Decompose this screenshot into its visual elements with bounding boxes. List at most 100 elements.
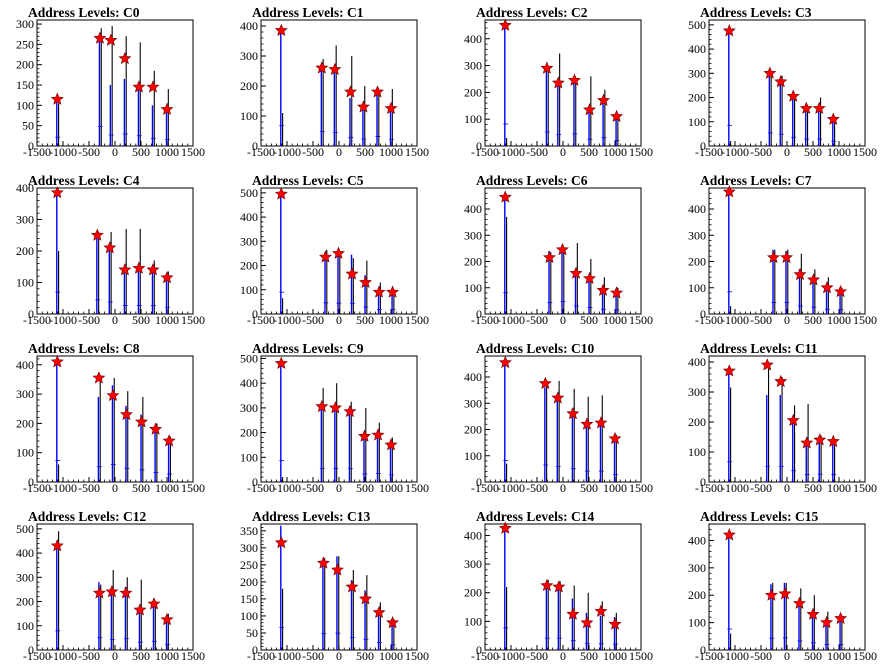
plot-frame [260, 355, 418, 483]
x-tick-label: 0 [336, 145, 342, 159]
x-tick-label: 500 [580, 649, 598, 663]
peak-star-marker [580, 417, 594, 430]
x-tick-label: -500 [750, 649, 772, 663]
peak-star-marker [103, 241, 117, 254]
peak-star-marker [774, 75, 788, 88]
peak-star-marker [274, 535, 288, 549]
x-tick-label: -1000 [49, 145, 77, 159]
y-tick-label: 200 [240, 575, 258, 589]
y-tick-label: 200 [240, 259, 258, 273]
y-tick-label: 200 [240, 426, 258, 440]
chart-title: Address Levels: C15 [700, 509, 819, 524]
x-tick-label: 0 [560, 649, 566, 663]
chart-title: Address Levels: C5 [252, 173, 364, 188]
peak-star-marker [826, 112, 840, 125]
peak-star-marker [118, 263, 132, 276]
y-tick-label: 0 [476, 139, 482, 153]
peak-star-marker [319, 250, 332, 263]
x-tick-label: -500 [78, 649, 100, 663]
x-tick-label: 500 [804, 313, 822, 327]
chart-panel: 0 50 100 150 200 250 300 350 -1500 -1000 -500 0 500 1… [224, 504, 448, 672]
peak-star-marker [793, 596, 806, 609]
chart-title: Address Levels: C2 [476, 5, 588, 20]
y-tick-label: 200 [16, 416, 34, 430]
x-tick-label: -1500 [471, 145, 499, 159]
peak-star-marker [160, 271, 174, 284]
x-tick-label: 1500 [405, 649, 429, 663]
y-tick-label: 400 [464, 370, 482, 384]
peak-star-marker [610, 109, 624, 122]
x-tick-label: -500 [526, 481, 548, 495]
x-tick-label: 500 [804, 649, 822, 663]
x-tick-label: 500 [356, 481, 374, 495]
peak-star-marker [315, 61, 329, 74]
x-tick-label: 1500 [181, 313, 205, 327]
peak-star-marker [50, 92, 64, 105]
x-tick-label: 1000 [827, 649, 851, 663]
x-tick-label: 0 [784, 649, 790, 663]
y-tick-label: 100 [464, 281, 482, 295]
x-tick-label: -1000 [497, 145, 525, 159]
y-tick-label: 200 [464, 85, 482, 99]
peak-star-marker [722, 185, 736, 198]
peak-star-marker [722, 364, 736, 377]
peak-star-marker [498, 18, 512, 31]
peak-star-marker [372, 605, 386, 619]
chart-panel: 0 100 200 300 400 -1500 -1000 -500 0 500 1000 1500 A… [448, 504, 672, 672]
x-tick-label: -500 [750, 313, 772, 327]
x-tick-label: 500 [132, 313, 150, 327]
peak-star-marker [834, 284, 848, 298]
x-tick-label: -500 [302, 145, 324, 159]
x-tick-label: 500 [356, 649, 374, 663]
y-tick-label: 0 [476, 643, 482, 657]
y-tick-label: 300 [688, 561, 706, 575]
y-tick-label: 300 [688, 66, 706, 80]
y-tick-label: 500 [16, 522, 34, 536]
y-tick-label: 400 [240, 210, 258, 224]
x-tick-label: 500 [580, 145, 598, 159]
x-tick-label: -1000 [721, 145, 749, 159]
peak-star-marker [764, 588, 778, 601]
peak-star-marker [806, 607, 820, 620]
chart-svg: 0 100 200 300 400 -1500-1000 -500 0 500 1000 1500 [688, 185, 877, 327]
peak-star-marker [93, 31, 107, 44]
y-tick-label: 500 [240, 186, 258, 200]
chart-svg: 0 100 200 300 400 500 -1500-1000 -500 0 500 1000 15… [16, 522, 205, 663]
y-tick-label: 500 [240, 351, 258, 365]
plot-frame [36, 523, 194, 651]
peak-star-marker [147, 597, 161, 610]
x-tick-label: -1500 [23, 649, 51, 663]
y-tick-label: 100 [688, 445, 706, 459]
x-tick-label: 500 [132, 145, 150, 159]
peak-star-marker [331, 563, 344, 576]
x-tick-label: 500 [804, 481, 822, 495]
x-tick-label: 1500 [629, 481, 653, 495]
chart-svg: 0 100 200 300 400 -1500-1000 -500 0 500 1000 1500 [464, 187, 653, 327]
x-tick-label: 500 [580, 313, 598, 327]
y-tick-label: 300 [240, 49, 258, 63]
x-tick-label: 1500 [181, 649, 205, 663]
x-tick-label: 1500 [629, 649, 653, 663]
x-tick-label: 500 [356, 145, 374, 159]
peak-star-marker [552, 580, 566, 593]
x-tick-label: 0 [560, 313, 566, 327]
x-tick-label: -500 [78, 481, 100, 495]
peak-star-marker [92, 586, 106, 599]
peak-star-marker [498, 355, 512, 369]
peak-star-marker [596, 283, 610, 296]
y-tick-label: 100 [240, 450, 258, 464]
x-tick-label: 0 [112, 649, 118, 663]
peak-star-marker [90, 228, 104, 241]
y-tick-label: 400 [688, 202, 706, 216]
peak-star-marker [316, 556, 330, 569]
y-tick-label: 100 [16, 619, 34, 633]
peak-star-marker [820, 615, 833, 629]
y-tick-label: 0 [700, 475, 706, 489]
x-tick-label: -1000 [273, 145, 301, 159]
x-tick-label: -1500 [247, 313, 275, 327]
y-tick-label: 150 [16, 78, 34, 92]
peak-star-marker [767, 250, 780, 264]
peak-star-marker [118, 51, 132, 65]
peak-star-marker [384, 101, 398, 114]
peak-star-marker [608, 431, 622, 445]
